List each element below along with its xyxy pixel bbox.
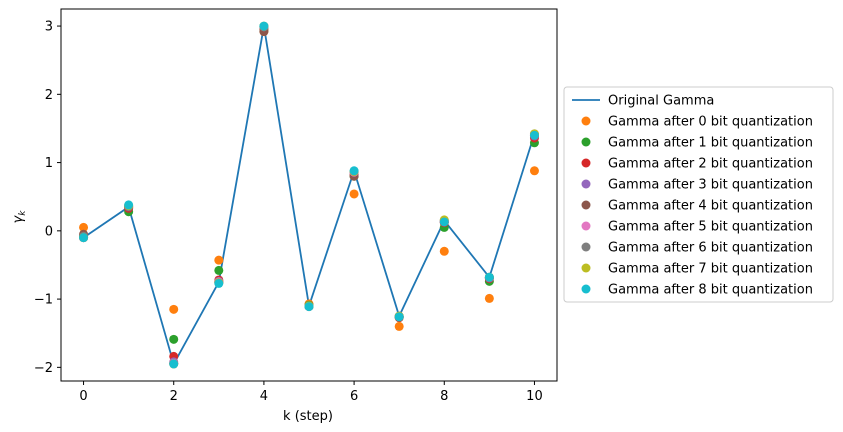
legend-swatch-marker xyxy=(581,263,591,273)
legend-label: Gamma after 5 bit quantization xyxy=(608,220,813,235)
data-point-1-7 xyxy=(394,321,404,331)
data-point-1-9 xyxy=(484,293,494,303)
legend-swatch-marker xyxy=(581,200,591,210)
y-tick-label: −2 xyxy=(34,361,53,376)
legend-frame xyxy=(563,86,834,303)
data-point-2-2 xyxy=(169,334,179,344)
legend-swatch-marker xyxy=(581,158,591,168)
data-point-9-0 xyxy=(79,233,89,243)
data-point-9-3 xyxy=(214,278,224,288)
x-tick-label: 10 xyxy=(526,389,543,404)
y-tick-label: 1 xyxy=(45,156,53,171)
legend-label: Gamma after 2 bit quantization xyxy=(608,157,813,172)
axes: 0 2 4 6 8 10 −2 −1 0 1 2 3 xyxy=(34,8,558,404)
data-point-9-6 xyxy=(349,166,359,176)
y-axis-label: γk xyxy=(11,210,28,224)
legend-label: Gamma after 4 bit quantization xyxy=(608,199,813,214)
x-tick-label: 6 xyxy=(350,389,358,404)
plot-area xyxy=(79,21,539,369)
legend-label: Gamma after 0 bit quantization xyxy=(608,115,813,130)
data-point-9-2 xyxy=(169,359,179,369)
data-point-1-0 xyxy=(79,222,89,232)
legend-swatch-marker xyxy=(581,242,591,252)
data-point-1-3 xyxy=(214,255,224,265)
x-tick-label: 4 xyxy=(260,389,268,404)
data-point-1-10 xyxy=(529,166,539,176)
data-point-9-4 xyxy=(259,21,269,31)
x-axis-label: k (step) xyxy=(283,409,333,424)
axes-frame xyxy=(60,8,558,382)
data-point-1-2 xyxy=(169,304,179,314)
series-line-original-gamma xyxy=(83,25,536,367)
legend-swatch-marker xyxy=(581,221,591,231)
legend-label: Gamma after 1 bit quantization xyxy=(608,136,813,151)
legend-swatch-marker xyxy=(581,116,591,126)
x-tick-label: 8 xyxy=(440,389,448,404)
data-point-1-6 xyxy=(349,189,359,199)
legend-label: Gamma after 7 bit quantization xyxy=(608,262,813,277)
y-tick-label: −1 xyxy=(34,293,53,308)
legend: Original Gamma Gamma after 0 bit quantiza… xyxy=(563,86,834,303)
y-tick-label: 0 xyxy=(45,224,53,239)
x-tick-label: 0 xyxy=(79,389,87,404)
data-point-9-8 xyxy=(439,217,449,227)
data-point-2-3 xyxy=(214,265,224,275)
legend-label: Gamma after 8 bit quantization xyxy=(608,283,813,298)
data-point-9-5 xyxy=(304,302,314,312)
legend-label: Gamma after 6 bit quantization xyxy=(608,241,813,256)
legend-swatch-marker xyxy=(581,179,591,189)
legend-label: Gamma after 3 bit quantization xyxy=(608,178,813,193)
data-point-9-1 xyxy=(124,200,134,210)
legend-swatch-marker xyxy=(581,284,591,294)
data-point-1-8 xyxy=(439,246,449,256)
y-tick-label: 2 xyxy=(45,88,53,103)
y-tick-label: 3 xyxy=(45,20,53,35)
data-point-9-9 xyxy=(484,272,494,282)
data-point-9-7 xyxy=(394,312,404,322)
legend-label: Original Gamma xyxy=(608,94,714,109)
data-point-9-10 xyxy=(529,130,539,140)
x-tick-label: 2 xyxy=(170,389,178,404)
legend-swatch-marker xyxy=(581,137,591,147)
